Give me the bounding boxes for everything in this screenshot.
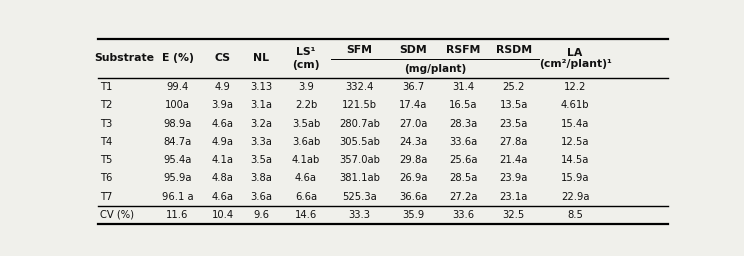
Text: 96.1 a: 96.1 a [161,191,193,201]
Text: 14.5a: 14.5a [561,155,589,165]
Text: E (%): E (%) [161,53,193,63]
Text: 27.2a: 27.2a [449,191,478,201]
Text: T5: T5 [100,155,112,165]
Text: 12.5a: 12.5a [561,137,589,147]
Text: 4.1a: 4.1a [211,155,234,165]
Text: 14.6: 14.6 [295,210,317,220]
Text: 22.9a: 22.9a [561,191,589,201]
Text: 28.5a: 28.5a [449,173,478,183]
Text: 12.2: 12.2 [564,82,586,92]
Text: 3.5a: 3.5a [251,155,272,165]
Text: 4.9: 4.9 [215,82,231,92]
Text: 99.4: 99.4 [167,82,189,92]
Text: RSDM: RSDM [496,45,532,55]
Text: 32.5: 32.5 [503,210,525,220]
Text: 16.5a: 16.5a [449,100,478,110]
Text: 15.9a: 15.9a [561,173,589,183]
Text: SFM: SFM [347,45,373,55]
Text: 8.5: 8.5 [567,210,583,220]
Text: 525.3a: 525.3a [342,191,377,201]
Text: 4.9a: 4.9a [211,137,234,147]
Text: 4.6a: 4.6a [211,119,234,129]
Text: 17.4a: 17.4a [399,100,428,110]
Text: 3.2a: 3.2a [251,119,272,129]
Text: 305.5ab: 305.5ab [339,137,380,147]
Text: CS: CS [214,53,231,63]
Text: T1: T1 [100,82,112,92]
Text: 332.4: 332.4 [345,82,373,92]
Text: 4.6a: 4.6a [211,191,234,201]
Text: 121.5b: 121.5b [342,100,377,110]
Text: 15.4a: 15.4a [561,119,589,129]
Text: 3.1a: 3.1a [251,100,272,110]
Text: 33.6: 33.6 [452,210,475,220]
Text: 357.0ab: 357.0ab [339,155,380,165]
Text: 4.6a: 4.6a [295,173,317,183]
Text: 3.13: 3.13 [251,82,272,92]
Text: 29.8a: 29.8a [399,155,428,165]
Text: T7: T7 [100,191,112,201]
Text: 3.6ab: 3.6ab [292,137,320,147]
Text: 24.3a: 24.3a [400,137,427,147]
Text: RSFM: RSFM [446,45,481,55]
Text: 23.9a: 23.9a [499,173,528,183]
Text: 4.61b: 4.61b [561,100,589,110]
Text: 27.0a: 27.0a [399,119,428,129]
Text: 21.4a: 21.4a [499,155,528,165]
Text: 36.6a: 36.6a [399,191,428,201]
Text: 26.9a: 26.9a [399,173,428,183]
Text: 36.7: 36.7 [403,82,424,92]
Text: (mg/plant): (mg/plant) [404,63,466,73]
Text: 98.9a: 98.9a [164,119,192,129]
Text: 84.7a: 84.7a [164,137,192,147]
Text: 33.6a: 33.6a [449,137,478,147]
Text: 31.4: 31.4 [452,82,475,92]
Text: NL: NL [254,53,269,63]
Text: 381.1ab: 381.1ab [339,173,380,183]
Text: 23.1a: 23.1a [499,191,528,201]
Text: 27.8a: 27.8a [499,137,528,147]
Text: 100a: 100a [165,100,190,110]
Text: 2.2b: 2.2b [295,100,317,110]
Text: 3.8a: 3.8a [251,173,272,183]
Text: 95.9a: 95.9a [163,173,192,183]
Text: 3.9a: 3.9a [211,100,234,110]
Text: 25.6a: 25.6a [449,155,478,165]
Text: 35.9: 35.9 [403,210,424,220]
Text: 280.7ab: 280.7ab [339,119,380,129]
Text: CV (%): CV (%) [100,210,134,220]
Text: 3.9: 3.9 [298,82,314,92]
Text: 3.3a: 3.3a [251,137,272,147]
Text: Substrate: Substrate [94,53,155,63]
Text: 3.6a: 3.6a [251,191,272,201]
Text: 11.6: 11.6 [167,210,189,220]
Text: LS¹
(cm): LS¹ (cm) [292,47,320,70]
Text: T2: T2 [100,100,112,110]
Text: 4.1ab: 4.1ab [292,155,320,165]
Text: 28.3a: 28.3a [449,119,478,129]
Text: T6: T6 [100,173,112,183]
Text: 3.5ab: 3.5ab [292,119,320,129]
Text: 25.2: 25.2 [502,82,525,92]
Text: SDM: SDM [400,45,427,55]
Text: 23.5a: 23.5a [499,119,528,129]
Text: 33.3: 33.3 [349,210,371,220]
Text: 6.6a: 6.6a [295,191,317,201]
Text: T4: T4 [100,137,112,147]
Text: 9.6: 9.6 [254,210,269,220]
Text: 13.5a: 13.5a [499,100,528,110]
Text: LA
(cm²/plant)¹: LA (cm²/plant)¹ [539,48,612,69]
Text: T3: T3 [100,119,112,129]
Text: 95.4a: 95.4a [164,155,192,165]
Text: 4.8a: 4.8a [212,173,234,183]
Text: 10.4: 10.4 [211,210,234,220]
